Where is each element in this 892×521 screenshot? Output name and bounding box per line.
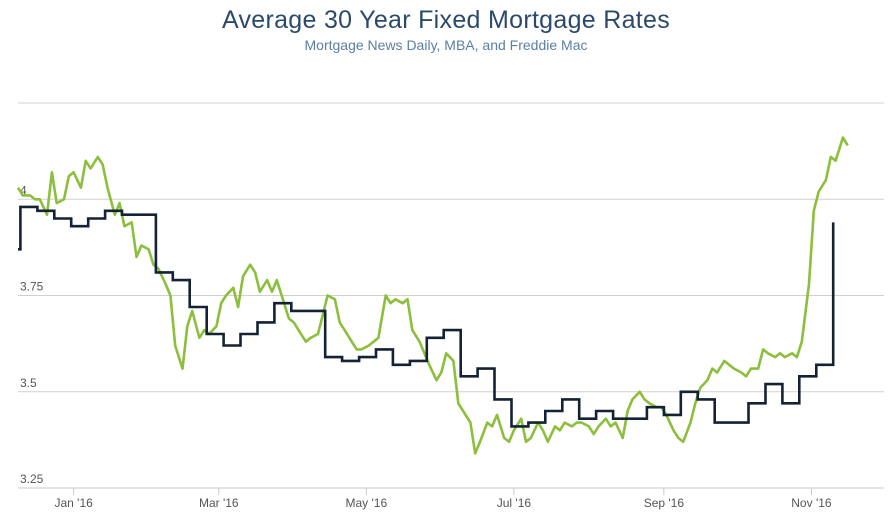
x-tick-label: May '16 — [346, 496, 388, 510]
x-tick-label: Jul '16 — [497, 496, 532, 510]
x-axis: Jan '16 Mar '16 May '16 Jul '16 Sep '16 Nov '… — [18, 487, 884, 510]
series-lines — [16, 136, 849, 455]
y-grid — [18, 102, 884, 489]
chart-subtitle: Mortgage News Daily, MBA, and Freddie Ma… — [304, 37, 588, 53]
chart-title: Average 30 Year Fixed Mortgage Rates — [221, 6, 671, 34]
y-tick-label: 3.75 — [20, 280, 44, 294]
series-line-1 — [18, 205, 835, 428]
y-tick-label: 3.5 — [20, 376, 37, 390]
x-tick-label: Mar '16 — [199, 496, 239, 510]
x-tick-label: Jan '16 — [54, 496, 93, 510]
y-tick-label: 3.25 — [20, 472, 44, 486]
x-tick-label: Sep '16 — [644, 496, 685, 510]
x-tick-label: Nov '16 — [791, 496, 832, 510]
y-axis: 3.25 3.5 3.75 4 — [20, 183, 44, 486]
y-tick-label: 4 — [20, 183, 27, 197]
